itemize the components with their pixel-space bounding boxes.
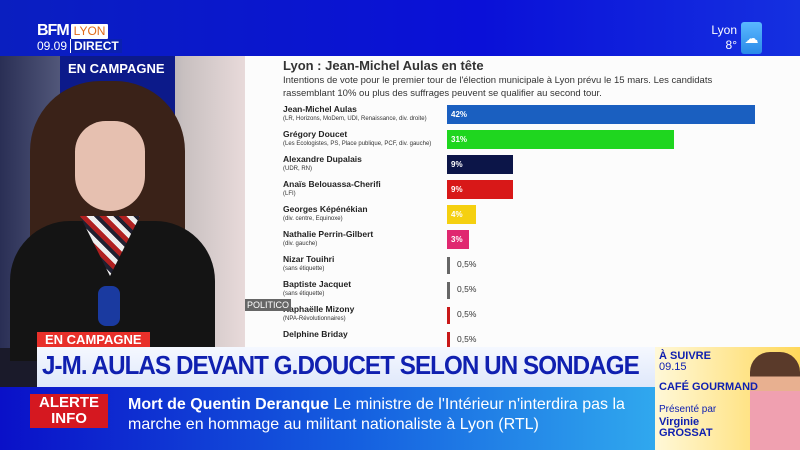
bar [447,332,450,348]
microphone [98,286,120,326]
next-time: 09.15 [659,361,687,373]
news-ticker: ALERTE INFO Mort de Quentin Deranque Le m… [0,387,655,450]
candidate-name: Georges Képénékian [283,204,368,214]
bar-label: 31% [451,135,468,144]
section-tag: EN CAMPAGNE [37,332,150,347]
channel-header: BFM LYON 09.09 DIRECT Lyon 8° ☁ [0,0,800,56]
host-first-name: Virginie [659,416,700,428]
source-label: POLITICO [245,299,292,311]
bar: 3% [447,230,469,249]
value-label: 0,5% [457,284,477,294]
candidate-parties: (div. centre, Equinoxe) [283,216,343,222]
candidate-row: Georges Képénékian (div. centre, Equinox… [283,204,793,228]
candidate-parties: (sans étiquette) [283,291,325,297]
bar-label: 9% [451,160,463,169]
bar-label: 3% [451,235,463,244]
weather-city: Lyon [711,23,737,37]
bar: 9% [447,155,513,174]
chart-subtitle: Intentions de vote pour le premier tour … [283,75,713,99]
candidate-parties: (Les Ecologistes, PS, Place publique, PC… [283,141,432,147]
bar [447,282,450,299]
bar-label: 9% [451,185,463,194]
bar: 42% [447,105,755,124]
candidate-row: Nathalie Perrin-Gilbert (div. gauche) 3% [283,229,793,253]
headline: J-M. AULAS DEVANT G.DOUCET SELON UN SOND… [42,350,640,380]
candidate-name: Nizar Touihri [283,254,335,264]
weather-temp: 8° [725,38,737,52]
bar [447,307,450,324]
candidate-parties: (sans étiquette) [283,266,325,272]
time: 09.09 [37,39,72,53]
candidate-name: Nathalie Perrin-Gilbert [283,229,374,239]
up-next-panel: À SUIVRE 09.15 CAFÉ GOURMAND Présenté pa… [655,347,800,450]
clock: 09.09 DIRECT [37,39,122,53]
candidate-name: Alexandre Dupalais [283,154,362,164]
headline-band: J-M. AULAS DEVANT G.DOUCET SELON UN SOND… [37,347,655,387]
candidate-row: Jean-Michel Aulas (LR, Horizons, MoDem, … [283,104,793,128]
candidate-parties: (UDR, RN) [283,166,312,172]
bar: 9% [447,180,513,199]
candidate-name: Jean-Michel Aulas [283,104,357,114]
brand: BFM [37,22,70,39]
screen-text: EN CAMPAGNE [68,61,165,76]
weather: Lyon 8° ☁ [711,22,762,54]
bar: 31% [447,130,675,149]
candidate-parties: (LFI) [283,191,296,197]
poll-chart: Lyon : Jean-Michel Aulas en tête Intenti… [245,56,800,348]
ticker-text: Mort de Quentin Deranque Le ministre de … [128,396,625,433]
bar-label: 42% [451,110,468,119]
cloud-icon: ☁ [741,22,762,54]
candidate-name: Anaïs Belouassa-Cherifi [283,179,381,189]
bfm-lyon-logo: BFM LYON [37,22,109,40]
candidate-parties: (NPA-Révolutionnaires) [283,316,346,322]
chart-title: Lyon : Jean-Michel Aulas en tête [283,58,484,73]
candidate-row: Nizar Touihri (sans étiquette) 0,5% [283,254,793,278]
candidate-name: Delphine Briday [283,329,348,339]
host-photo [750,352,800,450]
value-label: 0,5% [457,309,477,319]
studio-background: EN CAMPAGNE [0,56,245,361]
next-show: CAFÉ GOURMAND [659,381,758,393]
candidate-row: Raphaëlle Mizony (NPA-Révolutionnaires) … [283,304,793,328]
bar [447,257,450,274]
candidate-parties: (div. gauche) [283,241,318,247]
candidate-name: Grégory Doucet [283,129,348,139]
presented-by: Présenté par [659,404,717,415]
live-badge: DIRECT [71,39,122,53]
candidate-row: Grégory Doucet (Les Ecologistes, PS, Pla… [283,129,793,153]
candidate-row: Alexandre Dupalais (UDR, RN) 9% [283,154,793,178]
next-label: À SUIVRE [659,350,711,362]
candidate-row: Baptiste Jacquet (sans étiquette) 0,5% [283,279,793,303]
candidate-row: Anaïs Belouassa-Cherifi (LFI) 9% [283,179,793,203]
host-last-name: GROSSAT [659,427,713,439]
bar-label: 4% [451,210,463,219]
bar: 4% [447,205,477,224]
alert-badge: ALERTE INFO [30,394,108,428]
candidate-name: Baptiste Jacquet [283,279,352,289]
candidate-row: Delphine Briday 0,5% [283,329,793,348]
city-badge: LYON [70,23,109,39]
candidate-name: Raphaëlle Mizony [283,304,355,314]
presenter [10,81,215,361]
value-label: 0,5% [457,259,477,269]
value-label: 0,5% [457,334,477,344]
candidate-parties: (LR, Horizons, MoDem, UDI, Renaissance, … [283,116,427,122]
